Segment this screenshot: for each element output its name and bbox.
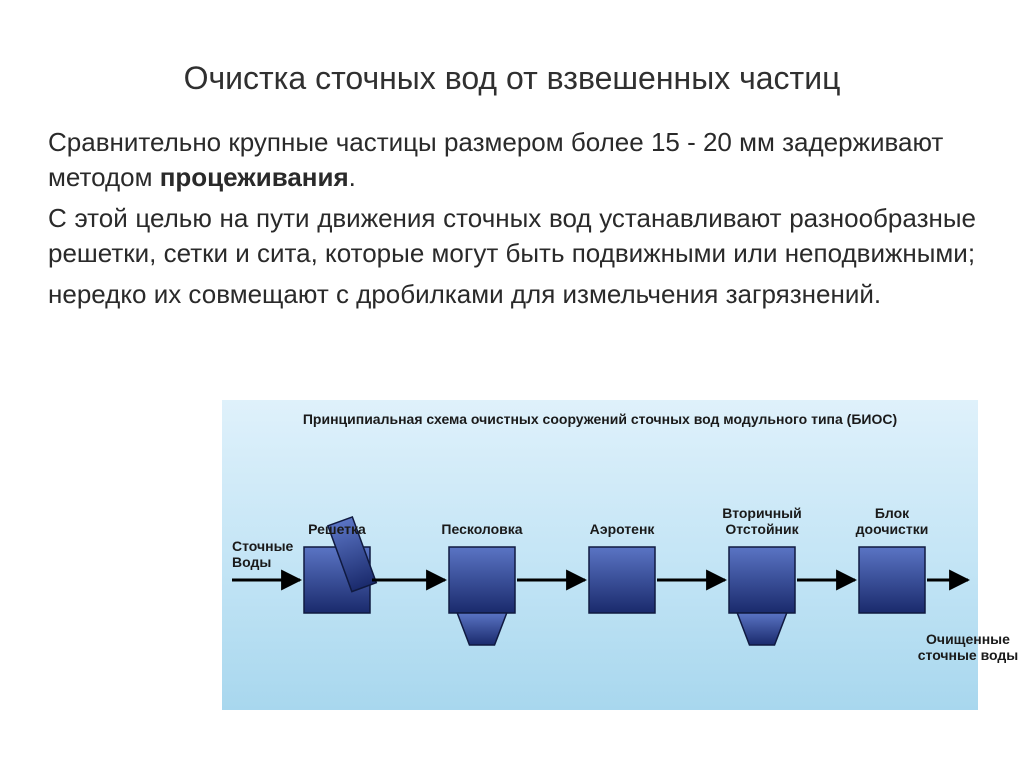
node-label-blok: Блок доочистки xyxy=(832,505,952,537)
node-label-peskolovka: Песколовка xyxy=(422,521,542,537)
page-title: Очистка сточных вод от взвешенных частиц xyxy=(48,60,976,97)
slide: Очистка сточных вод от взвешенных частиц… xyxy=(0,0,1024,767)
node-label-reshetka: Решетка xyxy=(277,521,397,537)
node-label-vtorichny: Вторичный Отстойник xyxy=(702,505,822,537)
node-label-aerotenk: Аэротенк xyxy=(562,521,682,537)
para1-bold: процеживания xyxy=(160,162,349,192)
paragraph-1: Сравнительно крупные частицы размером бо… xyxy=(48,125,976,195)
paragraph-3: нередко их совмещают с дробилками для из… xyxy=(48,277,976,312)
inflow-label: Сточные Воды xyxy=(232,538,293,570)
outflow-label: Очищенные сточные воды xyxy=(898,631,1024,663)
para1-post: . xyxy=(349,162,356,192)
flow-svg xyxy=(222,400,978,710)
paragraph-2: С этой целью на пути движения сточных во… xyxy=(48,201,976,271)
flow-diagram: Принципиальная схема очистных сооружений… xyxy=(222,400,978,710)
